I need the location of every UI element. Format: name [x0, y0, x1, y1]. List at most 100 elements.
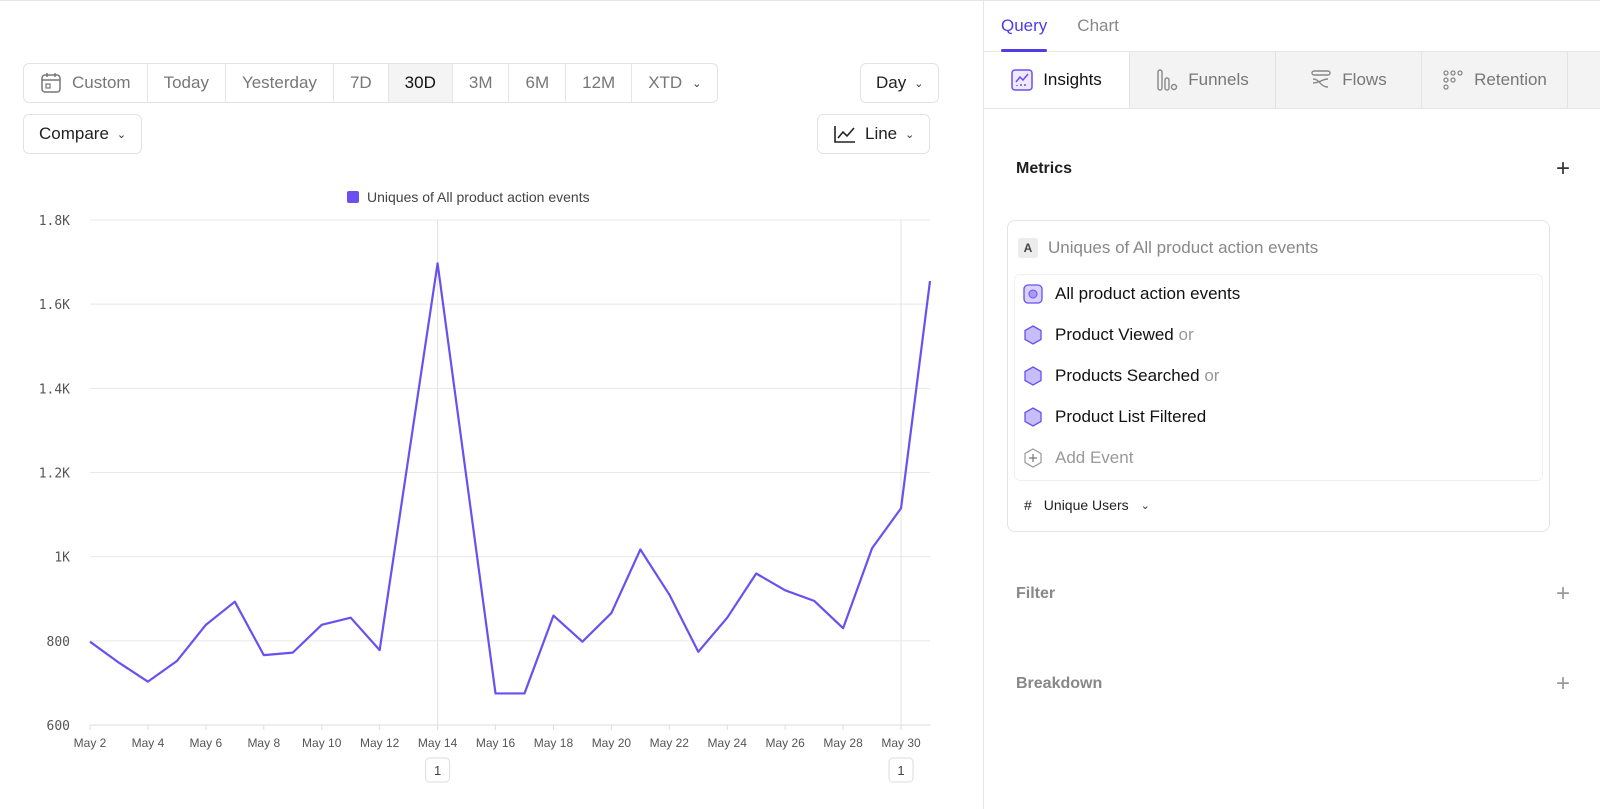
add-event-label: Add Event — [1055, 448, 1134, 467]
event-name: All product action events — [1055, 284, 1241, 303]
x-tick-label: May 24 — [708, 736, 748, 750]
breakdown-header: Breakdown + — [1016, 670, 1570, 698]
add-breakdown-plus-icon[interactable]: + — [1555, 670, 1570, 697]
add-event-button[interactable]: Add Event — [1023, 448, 1133, 468]
report-tab-label: Retention — [1474, 70, 1547, 89]
metrics-header: Metrics + — [1016, 155, 1570, 183]
breakdown-label: Breakdown — [1016, 675, 1103, 692]
add-filter-plus-icon[interactable]: + — [1555, 580, 1570, 607]
x-tick-label: May 2 — [74, 736, 107, 750]
range-3m[interactable]: 3M — [453, 64, 510, 102]
event-item[interactable]: Product Viewed or — [1023, 325, 1194, 345]
x-tick-label: May 30 — [881, 736, 921, 750]
range-label: Custom — [72, 73, 131, 92]
range-30d[interactable]: 30D — [388, 64, 453, 102]
funnels-icon — [1157, 69, 1178, 91]
event-item[interactable]: Product List Filtered — [1023, 407, 1206, 427]
chart-type-dropdown[interactable]: Line ⌄ — [817, 114, 931, 154]
x-tick-label: May 14 — [418, 736, 458, 750]
x-tick-label: May 12 — [360, 736, 400, 750]
range-label: Yesterday — [241, 73, 317, 92]
range-7d[interactable]: 7D — [334, 64, 389, 102]
annotation-badge — [888, 757, 914, 783]
hash-icon: # — [1024, 497, 1032, 513]
range-label: XTD — [648, 73, 683, 92]
report-tab-insights[interactable]: Insights — [984, 52, 1130, 108]
x-tick-label: May 4 — [132, 736, 165, 750]
retention-icon — [1443, 70, 1463, 90]
filter-label: Filter — [1016, 585, 1056, 602]
add-hexagon-icon — [1024, 448, 1042, 468]
insights-icon — [1011, 69, 1033, 91]
y-tick-label: 600 — [47, 719, 70, 734]
x-tick-label: May 18 — [534, 736, 574, 750]
report-tab-label: Flows — [1342, 70, 1387, 89]
x-tick-label: May 10 — [302, 736, 342, 750]
series-line — [89, 262, 932, 695]
compare-dropdown[interactable]: Compare ⌄ — [23, 114, 143, 154]
metric-title[interactable]: Uniques of All product action events — [1048, 238, 1319, 257]
event-name: Product List Filtered — [1055, 407, 1207, 426]
report-tab-funnels[interactable]: Funnels — [1130, 52, 1276, 108]
chevron-down-icon: ⌄ — [914, 77, 924, 90]
range-custom[interactable]: Custom — [24, 64, 148, 102]
x-tick-label: May 6 — [190, 736, 223, 750]
range-label: Today — [163, 73, 209, 92]
range-12m[interactable]: 12M — [566, 64, 633, 102]
x-tick-label: May 8 — [247, 736, 280, 750]
report-tab-label: Funnels — [1188, 70, 1249, 89]
range-label: 30D — [404, 73, 436, 92]
event-list: All product action events Product Viewed… — [1014, 274, 1543, 481]
add-metric-plus-icon[interactable]: + — [1555, 155, 1570, 182]
line-chart: 600 800 1K 1.2K 1.4K 1.6K 1.8K 1 1 May 2 May 4 May … — [39, 189, 932, 783]
y-tick-label: 1.4K — [39, 382, 70, 397]
all-events-icon — [1023, 284, 1043, 304]
flows-icon — [1311, 70, 1331, 88]
line-chart-icon — [834, 126, 855, 143]
legend-swatch — [347, 191, 359, 203]
event-name: Product Viewed — [1055, 325, 1174, 344]
range-6m[interactable]: 6M — [509, 64, 567, 102]
event-item[interactable]: All product action events — [1023, 284, 1240, 304]
y-tick-label: 1.2K — [39, 467, 70, 482]
range-xtd[interactable]: XTD ⌄ — [632, 64, 717, 102]
date-range-selector: Custom Today Yesterday 7D 30D 3M 6M 12M XTD ⌄ — [23, 63, 719, 103]
range-label: 7D — [349, 73, 372, 92]
metrics-label: Metrics — [1016, 160, 1073, 177]
event-hexagon-icon — [1024, 407, 1042, 427]
measure-dropdown[interactable]: # Unique Users ⌄ — [1024, 497, 1150, 513]
calendar-icon — [41, 73, 61, 93]
tab-chart[interactable]: Chart — [1077, 15, 1119, 35]
query-panel: Query Chart Insights Funnels Flows Retention… — [983, 0, 1600, 809]
y-tick-label: 1.8K — [39, 214, 70, 229]
event-item[interactable]: Products Searched or — [1023, 366, 1219, 386]
y-tick-label: 1K — [54, 551, 70, 566]
event-name: Products Searched — [1055, 366, 1200, 385]
divider — [0, 0, 1600, 1]
range-yesterday[interactable]: Yesterday — [226, 64, 334, 102]
range-label: 6M — [525, 73, 550, 92]
report-tab-flows[interactable]: Flows — [1276, 52, 1422, 108]
tab-query[interactable]: Query — [1001, 0, 1048, 52]
x-tick-label: May 16 — [476, 736, 516, 750]
range-label: 12M — [582, 73, 616, 92]
legend-label: Uniques of All product action events — [367, 189, 590, 205]
chart-type-label: Line — [865, 124, 898, 143]
event-or-connector: or — [1178, 325, 1194, 344]
interval-label: Day — [876, 73, 907, 92]
x-tick-label: May 26 — [765, 736, 805, 750]
report-tab-retention[interactable]: Retention — [1422, 52, 1568, 108]
y-tick-label: 1.6K — [39, 298, 70, 313]
event-or-connector: or — [1204, 366, 1220, 385]
chevron-down-icon: ⌄ — [116, 128, 127, 141]
annotation-badge — [425, 757, 451, 783]
chevron-down-icon: ⌄ — [692, 77, 702, 90]
measure-label: Unique Users — [1043, 497, 1129, 513]
interval-dropdown[interactable]: Day ⌄ — [860, 63, 940, 103]
filter-header: Filter + — [1016, 580, 1570, 608]
metric-letter-badge: A — [1018, 238, 1038, 258]
range-today[interactable]: Today — [148, 64, 226, 102]
annotation-label: 1 — [897, 763, 904, 778]
x-tick-label: May 28 — [823, 736, 863, 750]
compare-label: Compare — [39, 124, 109, 143]
